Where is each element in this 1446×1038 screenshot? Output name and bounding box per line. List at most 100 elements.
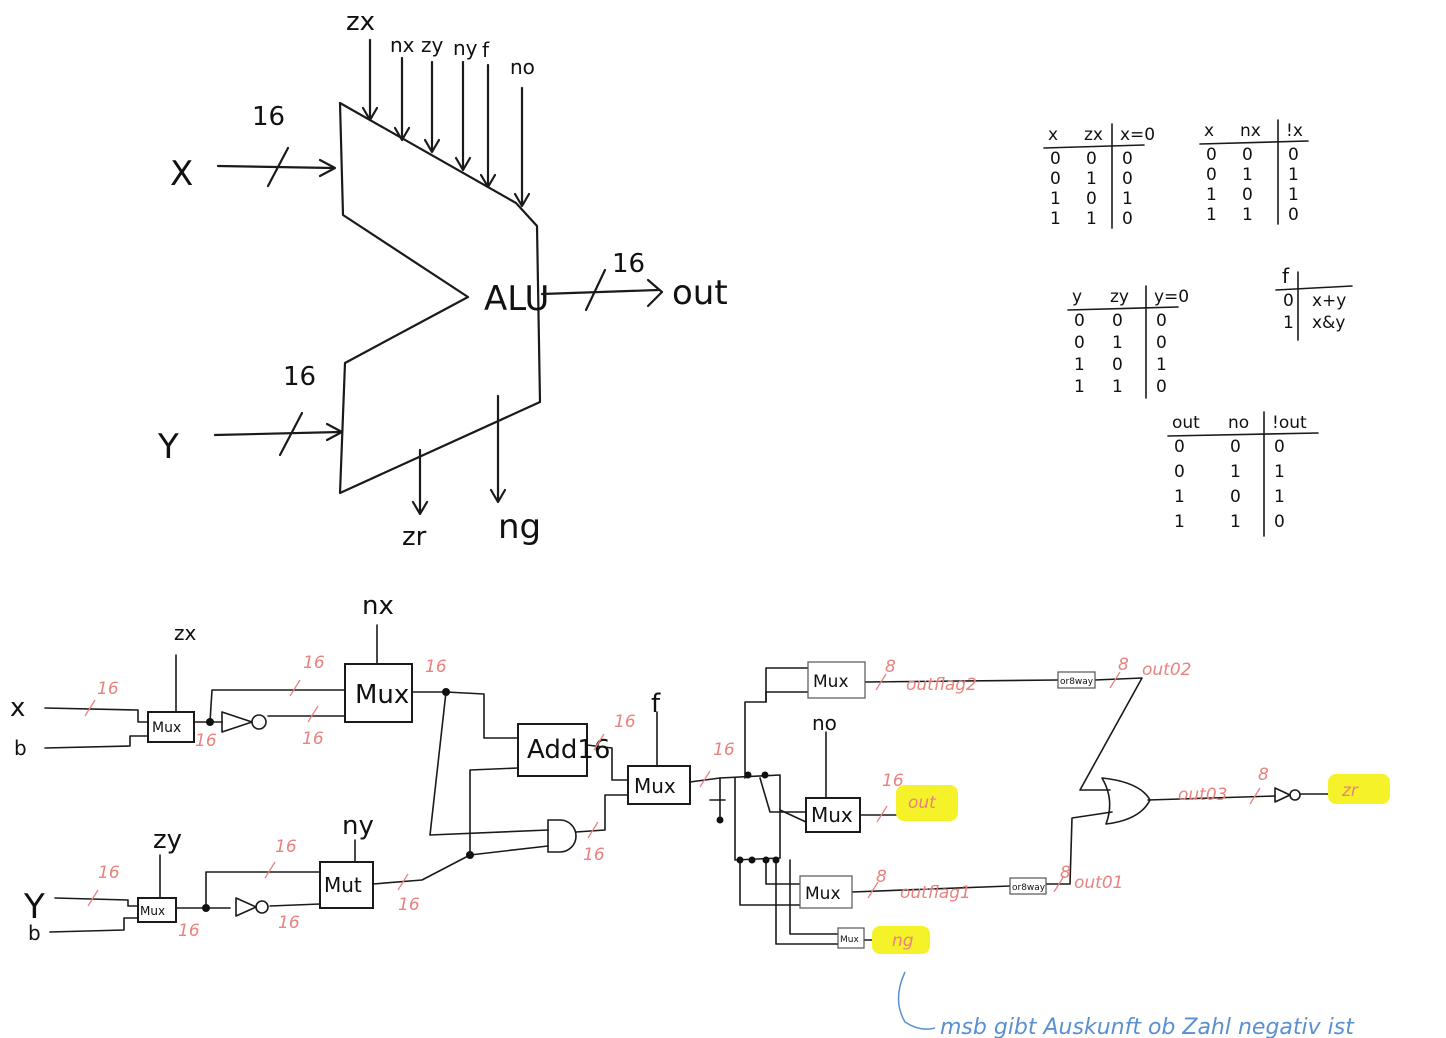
svg-text:16: 16 bbox=[98, 863, 120, 883]
mux-outflag1: Mux bbox=[799, 875, 853, 909]
alu-flag-zr: zr bbox=[402, 522, 427, 552]
mux-outflag2: Mux bbox=[807, 661, 866, 699]
tt-nx-cell: 0 bbox=[1206, 145, 1217, 165]
svg-text:ng: ng bbox=[892, 931, 914, 951]
tt-zy-cell: 0 bbox=[1112, 311, 1123, 331]
tt-zx-cell: 0 bbox=[1086, 149, 1097, 169]
alu-input-x-label: X bbox=[170, 154, 193, 194]
tt-no-cell: 1 bbox=[1274, 487, 1285, 507]
tt-nx-header-1: nx bbox=[1240, 121, 1261, 141]
tt-no-cell: 0 bbox=[1174, 462, 1185, 482]
or8way-bottom: or8way bbox=[1009, 877, 1047, 895]
tt-no-cell: 1 bbox=[1230, 512, 1241, 532]
svg-text:Mut: Mut bbox=[324, 873, 362, 897]
and-gate bbox=[547, 819, 577, 853]
tt-zy-cell: 0 bbox=[1156, 333, 1167, 353]
output-out-highlight: out bbox=[896, 785, 958, 821]
tt-zy-header-2: y=0 bbox=[1154, 287, 1189, 307]
tt-no-cell: 0 bbox=[1274, 512, 1285, 532]
tt-zy-cell: 1 bbox=[1074, 355, 1085, 375]
svg-text:16: 16 bbox=[278, 913, 300, 933]
tt-zx-cell: 0 bbox=[1122, 209, 1133, 229]
tt-no-header-0: out bbox=[1172, 413, 1200, 433]
not-gate-zr bbox=[1274, 787, 1301, 803]
truth-table-zx: x zx x=00 0 00 1 01 0 11 1 0 bbox=[1043, 123, 1155, 229]
tt-no-cell: 1 bbox=[1230, 462, 1241, 482]
ctrl-zy-label: zy bbox=[421, 33, 443, 57]
tt-no-cell: 0 bbox=[1174, 437, 1185, 457]
ctrl-zx-label: zx bbox=[346, 7, 375, 37]
tt-nx-cell: 0 bbox=[1288, 205, 1299, 225]
alu-out-width: 16 bbox=[612, 249, 645, 279]
tt-f-header: f bbox=[1282, 264, 1290, 288]
svg-text:16: 16 bbox=[195, 731, 217, 751]
svg-text:8: 8 bbox=[885, 657, 896, 677]
svg-text:16: 16 bbox=[178, 921, 200, 941]
svg-text:Mux: Mux bbox=[634, 774, 676, 798]
svg-text:Mux: Mux bbox=[811, 803, 853, 827]
tt-zx-cell: 1 bbox=[1086, 209, 1097, 229]
alu-y-width: 16 bbox=[283, 362, 316, 392]
tt-nx-cell: 1 bbox=[1242, 205, 1253, 225]
truth-table-nx: x nx !x0 0 00 1 11 0 11 1 0 bbox=[1199, 119, 1309, 225]
tt-f-row0-out: x+y bbox=[1312, 291, 1346, 311]
not-gate-y bbox=[235, 897, 269, 917]
svg-text:16: 16 bbox=[275, 837, 297, 857]
tt-nx-cell: 0 bbox=[1242, 185, 1253, 205]
truth-table-f: f 0 x+y 1 x&y bbox=[1275, 264, 1353, 341]
mux-ng: Mux bbox=[837, 927, 865, 949]
output-zr-highlight: zr bbox=[1328, 774, 1390, 804]
tt-zx-header-1: zx bbox=[1084, 125, 1103, 145]
adder-16: Add16 bbox=[517, 723, 610, 777]
tt-zy-cell: 1 bbox=[1074, 377, 1085, 397]
tt-zy-cell: 1 bbox=[1156, 355, 1167, 375]
svg-text:Mux: Mux bbox=[355, 680, 409, 710]
svg-text:8: 8 bbox=[1258, 765, 1269, 785]
tt-zy-cell: 0 bbox=[1156, 377, 1167, 397]
svg-text:16: 16 bbox=[302, 729, 324, 749]
circuit-input-y: Y bbox=[23, 887, 45, 927]
circuit-ctrl-no: no bbox=[812, 711, 837, 735]
or-gate bbox=[1101, 777, 1151, 825]
tt-zx-header-2: x=0 bbox=[1120, 125, 1155, 145]
signal-outflag2: outflag2 bbox=[906, 675, 977, 695]
svg-text:16: 16 bbox=[583, 845, 605, 865]
tt-no-cell: 0 bbox=[1230, 487, 1241, 507]
bus-width-annotations: 16 16 16 16 16 16 16 16 16 16 16 16 16 1… bbox=[84, 653, 1269, 941]
svg-text:16: 16 bbox=[614, 712, 636, 732]
svg-text:16: 16 bbox=[97, 679, 119, 699]
tt-no-cell: 0 bbox=[1230, 437, 1241, 457]
svg-text:Mux: Mux bbox=[140, 904, 165, 918]
signal-outflag1: outflag1 bbox=[900, 883, 971, 903]
mux-zx: Mux bbox=[147, 711, 195, 743]
tt-nx-cell: 1 bbox=[1206, 205, 1217, 225]
tt-zy-header-1: zy bbox=[1110, 287, 1129, 307]
svg-text:8: 8 bbox=[1060, 863, 1071, 883]
tt-nx-cell: 0 bbox=[1206, 165, 1217, 185]
ctrl-f-label: f bbox=[482, 38, 490, 62]
svg-text:Mux: Mux bbox=[840, 935, 859, 945]
alu-block-diagram: ALU zx nx zy ny f no X 16 Y 16 16 bbox=[157, 7, 728, 552]
tt-f-row1-out: x&y bbox=[1312, 313, 1345, 333]
mut-ny: Mut bbox=[319, 861, 374, 909]
tt-zx-header-0: x bbox=[1048, 125, 1058, 145]
tt-nx-cell: 0 bbox=[1242, 145, 1253, 165]
gate-level-circuit: x b Y b bbox=[10, 591, 1390, 1038]
svg-text:16: 16 bbox=[425, 657, 447, 677]
mux-zy: Mux bbox=[137, 897, 177, 923]
mux-f: Mux bbox=[627, 765, 691, 805]
alu-control-arrows bbox=[361, 38, 531, 208]
svg-text:8: 8 bbox=[876, 867, 887, 887]
tt-zy-cell: 1 bbox=[1112, 333, 1123, 353]
svg-text:or8way: or8way bbox=[1012, 883, 1046, 893]
circuit-input-x: x bbox=[10, 693, 25, 723]
tt-no-header-2: !out bbox=[1272, 413, 1307, 433]
mux-nx: Mux bbox=[344, 663, 413, 723]
tt-nx-header-0: x bbox=[1204, 121, 1214, 141]
ctrl-ny-label: ny bbox=[453, 36, 478, 60]
alu-body-shape bbox=[338, 101, 542, 495]
tt-no-cell: 1 bbox=[1174, 512, 1185, 532]
alu-label: ALU bbox=[484, 279, 549, 319]
tt-no-cell: 1 bbox=[1174, 487, 1185, 507]
